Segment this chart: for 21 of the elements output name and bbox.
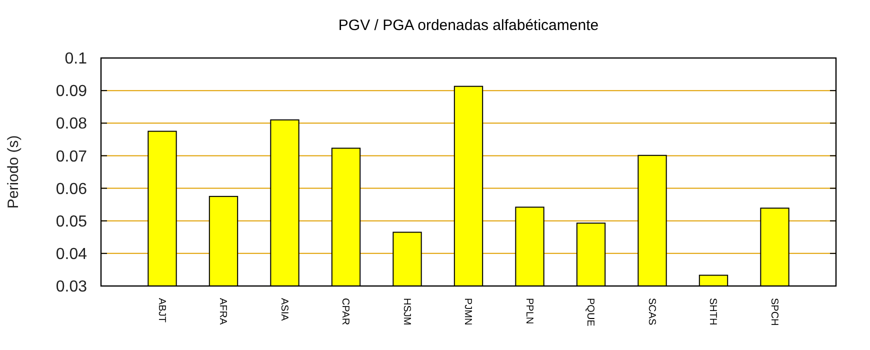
y-tick-label: 0.09: [56, 83, 88, 100]
y-axis-title: Periodo (s): [5, 135, 22, 209]
y-tick-label: 0.03: [56, 278, 88, 296]
x-tick-label: HSJM: [400, 298, 412, 326]
y-tick-label: 0.04: [56, 246, 88, 264]
x-tick-label: PPLN: [523, 298, 534, 324]
x-tick-label: PJMN: [462, 298, 473, 326]
y-tick-label: 0.06: [56, 180, 88, 198]
x-tick-label: SCAS: [646, 298, 657, 326]
x-tick-label: SHTH: [707, 298, 718, 326]
x-tick-label: SPCH: [768, 298, 780, 326]
chart-title: PGV / PGA ordenadas alfabéticamente: [338, 17, 599, 34]
y-tick-label: 0.1: [64, 50, 88, 68]
y-tick-label: 0.07: [56, 148, 88, 166]
x-tick-label: PQUE: [584, 298, 596, 327]
x-tick-label: AFRA: [217, 298, 228, 325]
x-tick-label: ASIA: [278, 298, 290, 322]
y-tick-label: 0.08: [56, 116, 88, 133]
x-tick-label: CPAR: [340, 298, 350, 326]
y-tick-label: 0.05: [56, 213, 88, 230]
x-tick-label: ABJT: [156, 298, 167, 322]
